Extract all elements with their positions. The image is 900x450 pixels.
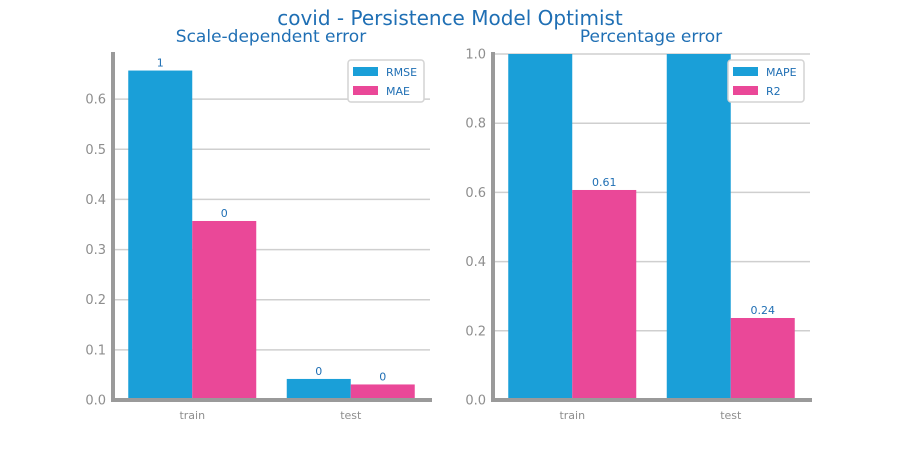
legend: MAPE R2 <box>727 59 805 103</box>
y-tick-label: 0.6 <box>465 186 486 201</box>
y-tick-label: 0.4 <box>465 255 486 270</box>
y-tick-label: 0.4 <box>85 193 106 208</box>
y-tick-label: 1.0 <box>465 48 486 63</box>
y-tick-label: 0.2 <box>465 324 486 339</box>
chart-title: Percentage error <box>580 27 722 47</box>
data-label: 0.61 <box>592 176 617 189</box>
y-tick-label: 0.3 <box>85 243 106 258</box>
data-label: 0 <box>379 370 386 383</box>
bar-rmse-train <box>128 70 193 401</box>
figure-title: covid - Persistence Model Optimist <box>277 6 623 30</box>
bar-rmse-test <box>286 378 351 400</box>
legend: RMSE MAE <box>347 59 425 103</box>
legend-swatch <box>733 86 758 95</box>
bar-mae-test <box>350 384 415 400</box>
data-label: 0 <box>221 207 228 220</box>
data-label: 0 <box>315 365 322 378</box>
data-label: 0.24 <box>751 304 776 317</box>
data-label: 1 <box>157 57 164 70</box>
chart-panel-2: Percentage error 0.0 0.2 0.4 0.6 0.8 1.0 0.61 tr… <box>465 27 812 422</box>
bar-mape-test <box>666 54 731 400</box>
legend-swatch <box>353 86 378 95</box>
legend-swatch <box>353 67 378 76</box>
x-tick-label: train <box>559 409 585 422</box>
chart-panel-1: Scale-dependent error 0.0 0.1 0.2 0.3 0.4 0.5 0… <box>85 27 432 422</box>
bar-mae-train <box>192 220 257 400</box>
y-tick-label: 0.0 <box>465 394 486 409</box>
legend-label: MAE <box>386 85 410 98</box>
y-tick-label: 0.8 <box>465 117 486 132</box>
y-tick-label: 0.1 <box>85 343 106 358</box>
x-tick-label: test <box>720 409 742 422</box>
bar-r2-test <box>730 317 795 400</box>
legend-swatch <box>733 67 758 76</box>
legend-label: RMSE <box>386 66 417 79</box>
bar-mape-train <box>508 54 573 400</box>
x-tick-label: test <box>340 409 362 422</box>
y-tick-label: 0.2 <box>85 293 106 308</box>
x-tick-label: train <box>179 409 205 422</box>
legend-label: MAPE <box>766 66 797 79</box>
y-tick-label: 0.0 <box>85 394 106 409</box>
legend-label: R2 <box>766 85 781 98</box>
y-tick-label: 0.5 <box>85 143 106 158</box>
y-tick-label: 0.6 <box>85 93 106 108</box>
bar-r2-train <box>572 189 637 400</box>
chart-title: Scale-dependent error <box>176 27 366 47</box>
